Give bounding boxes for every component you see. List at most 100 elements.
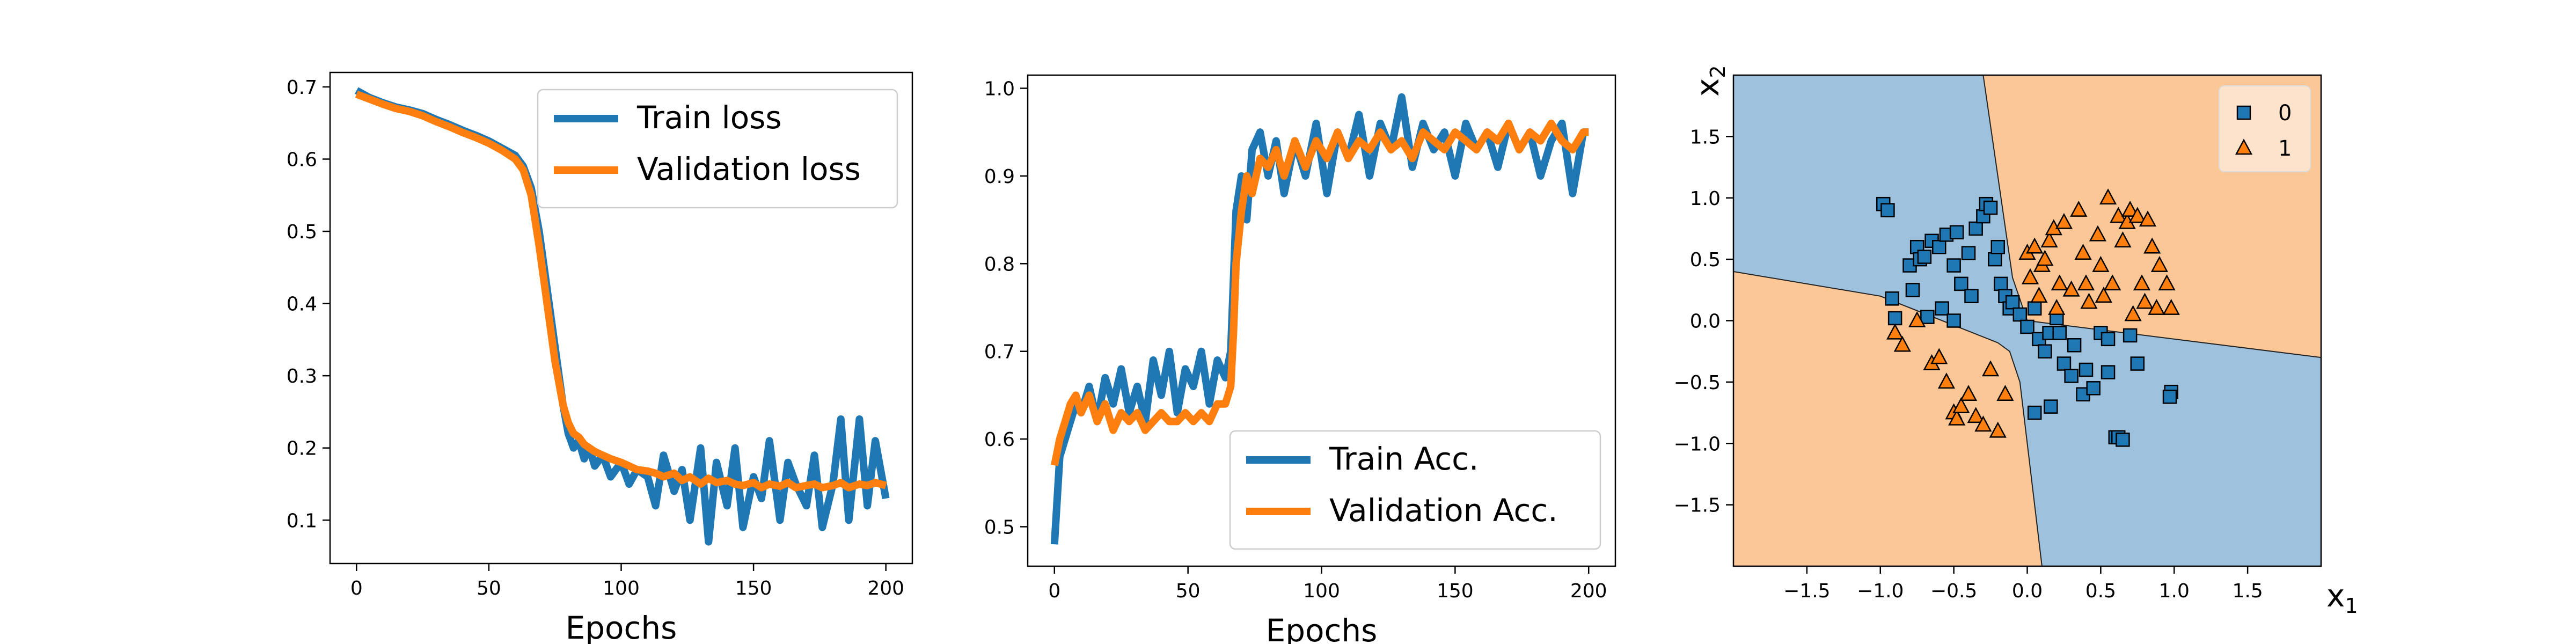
class-0-point [1935,301,1949,316]
x-tick-label: 150 [735,577,772,599]
y-tick-label: 0.5 [984,516,1015,538]
class-0-point [2101,332,2116,347]
class-1-point [2128,207,2146,223]
x-tick-label: 50 [1176,580,1201,602]
legend-frame [2219,85,2311,172]
y-tick-label: −1.0 [1674,433,1721,455]
class-0-point [1946,313,1961,328]
class-1-point [1908,311,1926,327]
decision-boundary [1982,75,2321,358]
class-1-point [2036,250,2054,266]
y-tick-label: 0.5 [287,221,317,243]
class-0-point [1920,310,1935,324]
class-1-point [2030,287,2048,303]
y-tick-label: 0.7 [287,77,317,99]
x-tick-label: 150 [1437,580,1474,602]
class-0-point [2079,362,2094,377]
y-tick-label: 0.2 [287,438,317,460]
legend-frame [537,89,898,209]
class-0-point [2130,356,2145,371]
y-tick-label: 0.1 [287,510,317,532]
class-1-point [1974,415,1992,432]
class-1-point [1952,397,1970,413]
class-0-point [1949,225,1964,240]
series-line-validation-acc- [1050,119,1589,466]
x-axis-label: Epochs [1266,612,1378,644]
y-tick-label: 1.0 [984,78,1015,100]
class-1-point [2070,200,2088,217]
class-1-point [1981,360,2000,377]
class-0-point [1990,240,2005,254]
class-0-point [1917,250,1932,264]
class-1-point [2162,298,2180,315]
class-0-point [2027,405,2042,420]
class-1-point [2026,237,2044,254]
x-tick-label: −1.0 [1857,580,1904,602]
x-tick-label: 100 [1303,580,1340,602]
y-tick-label: 0.0 [1690,311,1721,333]
class-1-point [1989,421,2007,438]
legend-label: 0 [2278,101,2292,126]
class-1-point [2074,244,2092,260]
class-1-point [1959,385,1978,401]
class-0-point [2067,338,2082,353]
class-0-point [1954,276,1968,291]
class-0-point [2064,369,2079,383]
class-0-point [2052,326,2067,340]
x-tick-label: 0.0 [2012,580,2043,602]
legend-marker [2236,105,2251,120]
class-1-point [1930,348,1948,364]
y-tick-label: 0.5 [1690,249,1721,271]
class-1-point [2040,231,2058,248]
series-line-validation-loss [355,90,887,492]
class-0-point [2123,328,2138,343]
decision-region-chart: −1.5 −1.0 −0.5 0.0 0.5 1.0 1.5 −1.5 −1.0 −0.5 0.0 0… [1674,65,2358,618]
class-0-point [1983,200,1998,215]
legend-label: 1 [2278,136,2292,161]
class-1-point [2104,274,2121,291]
class-0-point [2020,319,2035,334]
x-axis-label: Epochs [566,610,677,644]
legend-label: Train Acc. [1329,441,1479,477]
decision-boundary [1733,271,2043,566]
y-axis-label: x2 [1689,65,1730,97]
legend-marker [2235,138,2253,155]
class-1-point [2062,280,2080,297]
class-0-point [2012,307,2028,322]
class-1-point [2158,274,2176,291]
class-1-point [2133,274,2151,291]
legend: 01 [2219,85,2311,172]
class-1-point [2048,298,2066,315]
accuracy-chart: 0 50 100 150 200 0.5 0.6 0.7 0.8 0.9 1.0 Epochs Trai… [984,74,1616,644]
x-tick-label: −0.5 [1930,580,1977,602]
class-0-point [1993,276,2008,291]
class-1-point [2051,274,2068,291]
x-tick-label: 0.5 [2085,580,2116,602]
class-0-point [2162,390,2177,404]
class-1-point [2110,207,2127,223]
class-0-point [2005,295,2020,310]
class-0-point [2086,381,2101,396]
x-tick-label: 1.0 [2159,580,2190,602]
region-class-1 [1733,272,2042,566]
class-1-point [2095,287,2112,303]
class-1-point [2077,274,2095,291]
class-1-point [1886,323,1904,340]
y-tick-label: 0.4 [287,294,317,316]
y-tick-label: 0.8 [984,253,1015,275]
y-tick-label: 0.9 [984,166,1015,188]
class-0-point [2044,399,2058,414]
y-tick-label: 0.6 [984,429,1015,451]
class-0-point [1887,311,1902,326]
class-0-point [1946,258,1961,273]
legend-label: Validation loss [637,151,861,187]
class-0-point [1961,246,1976,260]
legend: Train loss Validation loss [537,89,898,209]
class-1-point [2114,231,2132,248]
class-1-point [2055,213,2073,229]
legend-label: Validation Acc. [1329,492,1558,529]
x-tick-label: −1.5 [1783,580,1830,602]
legend-frame [1229,430,1601,550]
y-tick-label: 0.6 [287,149,317,171]
